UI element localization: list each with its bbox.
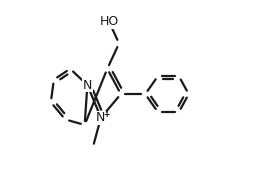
Text: +: + [103,110,109,119]
Text: HO: HO [100,15,119,28]
Text: N: N [83,79,92,92]
Text: N: N [96,111,105,124]
